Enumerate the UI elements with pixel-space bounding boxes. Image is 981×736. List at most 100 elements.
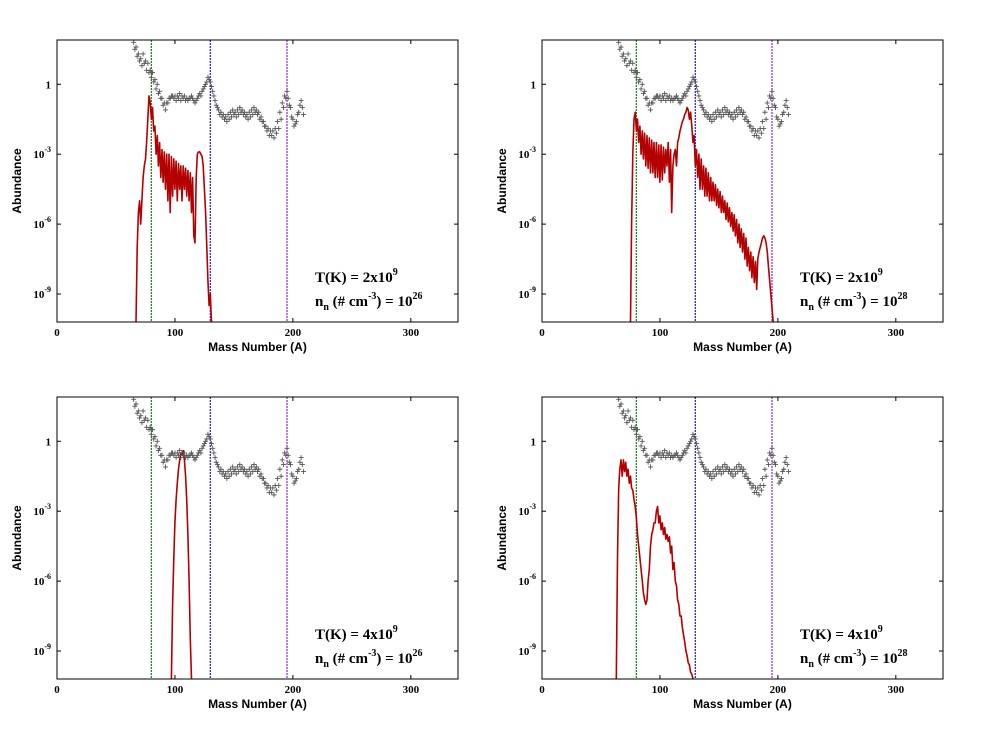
- solar-abundance-point: [138, 56, 144, 62]
- solar-abundance-point: [209, 441, 215, 447]
- solar-abundance-point: [207, 436, 213, 442]
- solar-abundance-point: [155, 91, 161, 97]
- solar-abundance-point: [785, 469, 791, 475]
- solar-abundance-point: [783, 98, 789, 104]
- solar-abundance-point: [271, 135, 277, 141]
- tick-base: 10: [518, 646, 530, 658]
- solar-abundance-point: [774, 471, 780, 477]
- solar-abundance-point: [627, 415, 633, 421]
- solar-abundance-point: [150, 70, 156, 76]
- solar-abundance-point: [645, 459, 651, 465]
- x-tick-label: 300: [403, 327, 420, 339]
- solar-abundance-point: [767, 93, 773, 99]
- solar-abundance-point: [740, 112, 745, 118]
- solar-abundance-point: [695, 445, 701, 451]
- solar-abundance-point: [770, 95, 776, 101]
- solar-abundance-point: [638, 86, 644, 92]
- solar-abundance-point: [270, 128, 276, 134]
- solar-abundance-point: [721, 469, 727, 475]
- solar-abundance-point: [683, 450, 689, 456]
- solar-abundance-point: [698, 102, 704, 108]
- solar-abundance-point: [670, 455, 676, 461]
- solar-abundance-point: [256, 466, 262, 472]
- solar-abundance-point: [718, 114, 724, 120]
- solar-abundance-point: [203, 438, 209, 444]
- solar-abundance-point: [777, 478, 783, 484]
- tick-exponent: -3: [529, 502, 536, 511]
- solar-abundance-point: [211, 450, 217, 456]
- solar-abundance-point: [619, 53, 625, 59]
- solar-abundance-point: [244, 469, 250, 475]
- solar-abundance-point: [683, 93, 689, 99]
- solar-abundance-point: [134, 410, 140, 416]
- tick-exponent: -9: [44, 642, 51, 651]
- solar-abundance-point: [640, 448, 646, 454]
- solar-abundance-point: [715, 464, 721, 470]
- solar-abundance-point: [656, 452, 662, 458]
- solar-abundance-point: [300, 469, 306, 475]
- solar-abundance-point: [174, 93, 180, 99]
- solar-abundance-point: [192, 100, 198, 106]
- y-tick-label: 10-9: [518, 642, 536, 658]
- solar-abundance-point: [636, 436, 642, 442]
- density-annotation: nn (# cm-3) = 1028: [800, 291, 907, 313]
- y-tick-label: 10-6: [33, 572, 51, 588]
- tick-base: 10: [33, 289, 45, 301]
- solar-abundance-point: [748, 123, 754, 129]
- solar-abundance-point: [236, 112, 242, 118]
- solar-abundance-point: [682, 91, 688, 97]
- solar-abundance-point: [278, 473, 284, 479]
- density-exponent: 28: [897, 648, 907, 659]
- solar-abundance-point: [205, 431, 211, 437]
- solar-abundance-point: [662, 448, 668, 454]
- temperature-annotation: T(K) = 4x109: [800, 624, 883, 643]
- axes-frame: [541, 39, 944, 323]
- solar-abundance-point: [731, 466, 737, 472]
- solar-abundance-point: [784, 462, 790, 468]
- solar-abundance-point: [225, 469, 231, 475]
- solar-abundance-point: [645, 102, 651, 108]
- solar-abundance-point: [711, 116, 717, 122]
- temperature-annotation: T(K) = 2x109: [315, 267, 398, 286]
- density-unit-exponent: -3: [853, 291, 861, 302]
- density-value: ) = 10: [376, 651, 412, 667]
- solar-abundance-point: [192, 457, 198, 463]
- solar-abundance-point: [265, 126, 271, 132]
- solar-abundance-point: [206, 77, 212, 83]
- solar-abundance-point: [233, 114, 239, 120]
- solar-abundance-point: [616, 397, 622, 402]
- solar-abundance-point: [188, 450, 194, 456]
- solar-abundance-point: [178, 98, 184, 104]
- solar-abundance-point: [171, 452, 177, 458]
- solar-abundance-point: [763, 116, 769, 122]
- density-annotation: nn (# cm-3) = 1026: [315, 291, 422, 313]
- tick-base: 10: [33, 646, 45, 658]
- solar-abundance-point: [630, 60, 636, 66]
- solar-abundance-point: [760, 119, 766, 125]
- density-unit-exponent: -3: [368, 648, 376, 659]
- solar-abundance-point: [729, 112, 735, 118]
- solar-abundance-point: [279, 100, 285, 106]
- solar-abundance-point: [675, 452, 681, 458]
- solar-abundance-point: [719, 107, 725, 113]
- solar-abundance-point: [675, 95, 681, 101]
- solar-abundance-point: [142, 58, 148, 64]
- x-tick-label: 0: [54, 327, 60, 339]
- tick-base: 10: [518, 506, 530, 518]
- solar-abundance-point: [710, 112, 716, 118]
- solar-abundance-point: [257, 473, 263, 479]
- solar-abundance-point: [617, 46, 623, 52]
- temperature-text: T(K) = 4x10: [315, 627, 393, 643]
- solar-abundance-point: [295, 469, 301, 475]
- solar-abundance-point: [703, 109, 709, 115]
- solar-abundance-point: [297, 102, 303, 108]
- solar-abundance-point: [781, 466, 787, 472]
- solar-abundance-point: [642, 445, 648, 451]
- solar-abundance-point: [273, 487, 279, 493]
- solar-abundance-point: [685, 443, 691, 449]
- x-tick-label: 200: [285, 327, 302, 339]
- temperature-text: T(K) = 2x10: [315, 270, 393, 286]
- y-tick-label: 1: [531, 79, 537, 91]
